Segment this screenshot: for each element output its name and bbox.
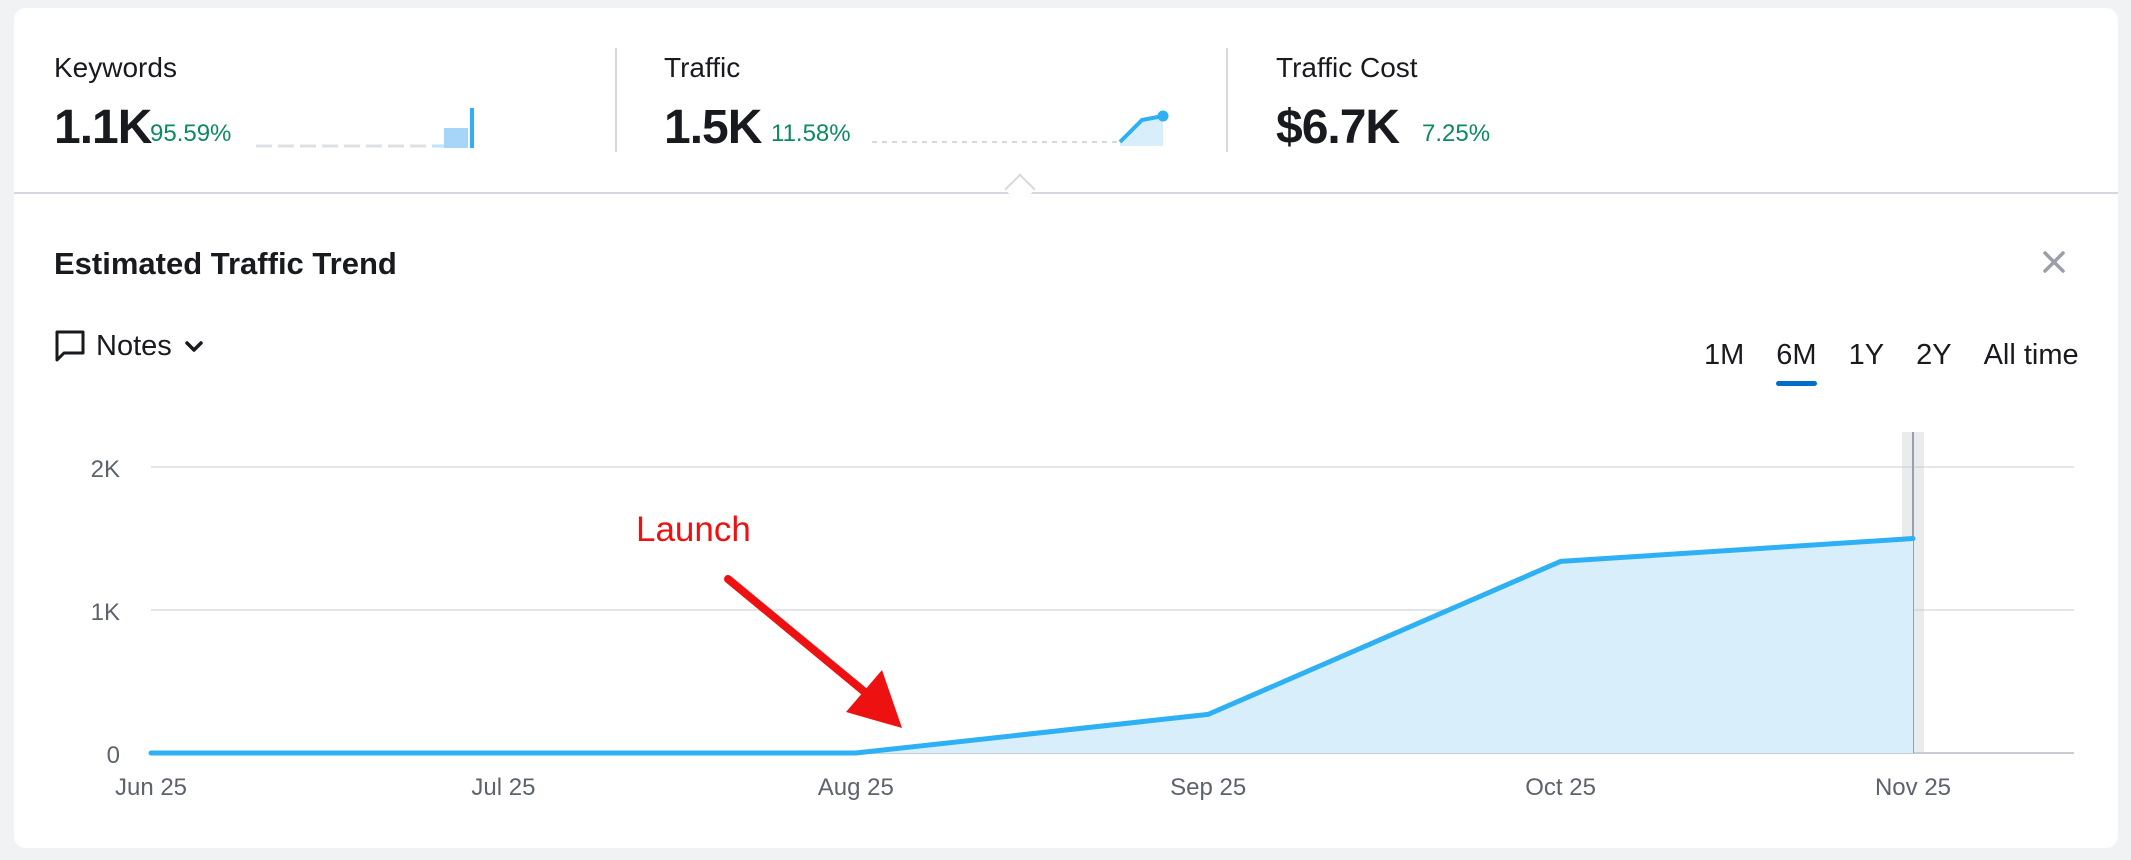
metric-label: Traffic (664, 52, 741, 83)
close-icon (2043, 251, 2065, 273)
y-tick-label: 1K (91, 599, 120, 626)
notes-dropdown-button[interactable]: Notes (54, 326, 206, 366)
range-tab-1m[interactable]: 1M (1704, 339, 1745, 371)
metric-traffic[interactable]: Traffic 1.5K 11.58% (664, 8, 1224, 194)
chevron-down-icon (185, 341, 203, 352)
launch-arrow-shaft (724, 575, 876, 702)
notes-label: Notes (96, 329, 172, 362)
traffic-sparkline (872, 110, 1169, 146)
traffic-area (151, 538, 1913, 753)
keywords-sparkline (256, 108, 474, 148)
data-point (1558, 558, 1564, 564)
y-tick-label: 0 (107, 742, 120, 769)
traffic-trend-chart: 0 1K 2K Jun 25 Jul 25 Aug 25 Sep 25 Oct 25 Nov 2… (91, 432, 2074, 801)
metrics-strip: Keywords 1.1K 95.59% (14, 8, 2118, 205)
metric-divider (1226, 48, 1228, 152)
panel-title: Estimated Traffic Trend (54, 246, 397, 281)
x-tick-label: Oct 25 (1525, 774, 1596, 801)
metric-divider (615, 48, 617, 152)
metric-label: Keywords (54, 52, 177, 83)
metric-delta: 95.59% (150, 120, 232, 147)
data-point (1205, 711, 1211, 717)
x-tick-label: Aug 25 (818, 774, 894, 801)
range-tab-all-time[interactable]: All time (1983, 339, 2079, 371)
launch-annotation-label: Launch (636, 510, 751, 549)
y-tick-label: 2K (91, 456, 120, 483)
metric-traffic-cost[interactable]: Traffic Cost $6.7K 7.25% (1276, 8, 1676, 194)
data-point (148, 750, 154, 756)
x-tick-label: Nov 25 (1875, 774, 1951, 801)
range-tab-6m[interactable]: 6M (1760, 336, 1832, 392)
data-point (1910, 536, 1916, 541)
metric-delta: 7.25% (1422, 120, 1491, 147)
date-range-tabs: 1M 6M 1Y 2Y All time (1690, 336, 2079, 396)
launch-arrow-head (846, 670, 902, 728)
metric-value: 1.5K (664, 101, 762, 154)
metric-label: Traffic Cost (1276, 52, 1418, 83)
range-tab-1y[interactable]: 1Y (1848, 339, 1885, 371)
data-point (500, 750, 506, 756)
traffic-line (151, 536, 1914, 756)
metric-value: $6.7K (1276, 101, 1400, 154)
close-button[interactable] (2036, 244, 2072, 280)
range-tab-2y[interactable]: 2Y (1916, 339, 1952, 371)
data-point (853, 750, 859, 756)
metric-value: 1.1K (54, 101, 152, 154)
x-tick-label: Jun 25 (115, 774, 187, 801)
traffic-overview-card: Keywords 1.1K 95.59% (14, 8, 2118, 848)
metric-delta: 11.58% (771, 120, 851, 147)
x-tick-label: Sep 25 (1170, 774, 1246, 801)
speech-bubble-icon (55, 330, 85, 362)
metric-keywords[interactable]: Keywords 1.1K 95.59% (54, 8, 474, 194)
x-tick-label: Jul 25 (471, 774, 535, 801)
